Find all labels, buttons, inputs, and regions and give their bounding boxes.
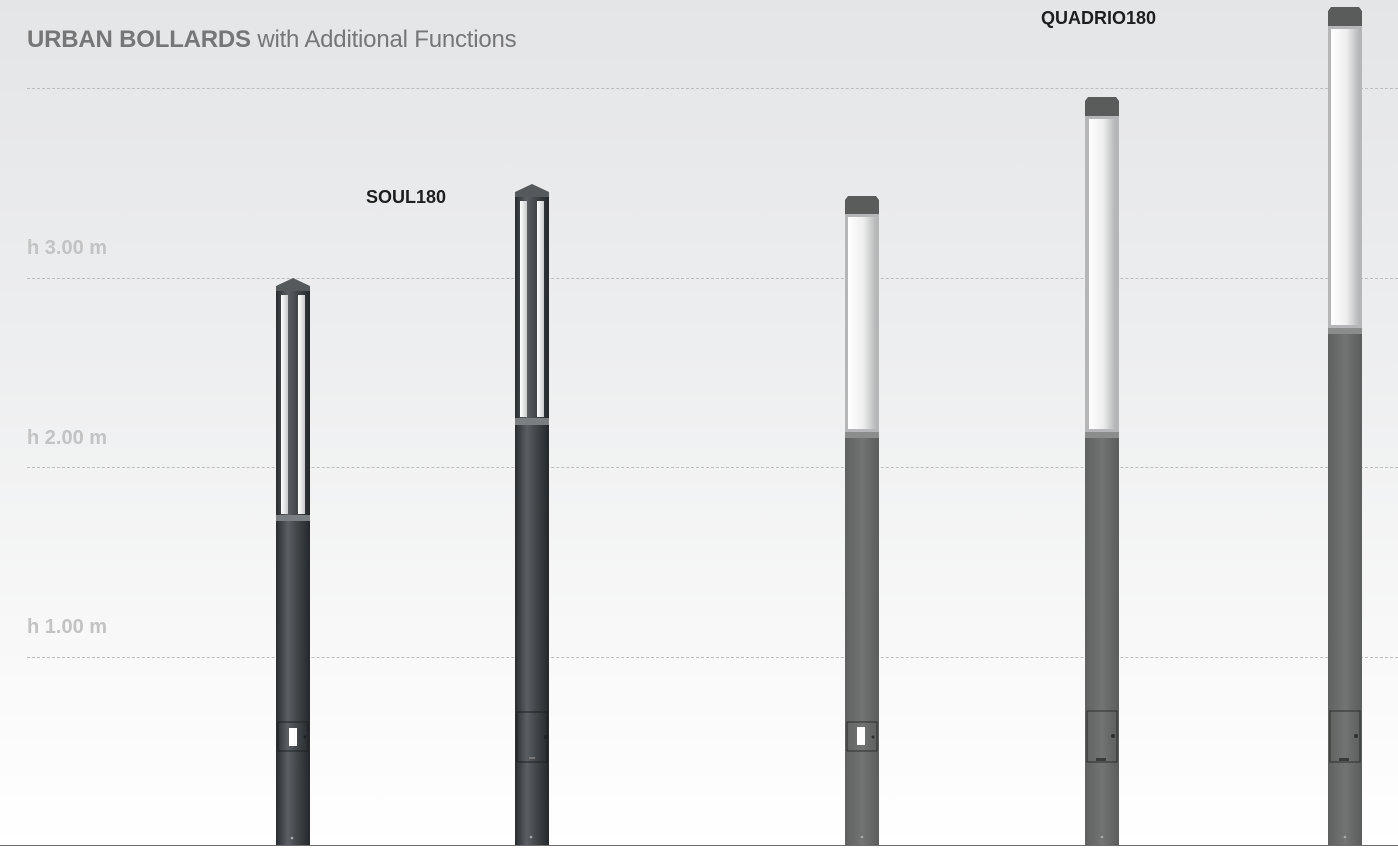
bollard-quadrio180-short: [845, 196, 879, 845]
page-title: URBAN BOLLARDS with Additional Functions: [27, 26, 517, 54]
bollard-quadrio180-medium: [1085, 97, 1119, 845]
gridline-2m: [27, 467, 1398, 468]
height-label-1m: h 1.00 m: [27, 616, 108, 638]
product-label-soul180: SOUL180: [366, 187, 447, 207]
height-label-3m: h 3.00 m: [27, 237, 108, 259]
height-label-2m: h 2.00 m: [27, 427, 108, 449]
title-bold: URBAN BOLLARDS: [27, 26, 251, 53]
gridline-top: [27, 88, 1398, 89]
product-label-quadrio180: QUADRIO180: [1041, 8, 1157, 28]
ground-line: [0, 845, 1398, 846]
gridline-3m: [27, 278, 1398, 279]
title-rest: with Additional Functions: [250, 26, 517, 53]
bollard-soul180-short: [276, 278, 310, 845]
bollard-soul180-tall: [515, 184, 549, 845]
gridline-1m: [27, 657, 1398, 658]
bollard-quadrio180-tall: [1328, 7, 1362, 845]
